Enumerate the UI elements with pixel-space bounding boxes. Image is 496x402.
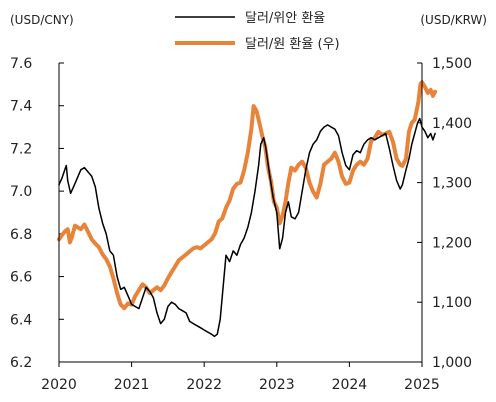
left-tick-label: 7.6: [10, 56, 32, 72]
left-tick-label: 6.2: [10, 355, 32, 371]
right-tick-label: 1,300: [432, 176, 472, 192]
right-tick-label: 1,400: [432, 116, 472, 132]
right-axis-ticks: 1,500 1,400 1,300 1,200 1,100 1,000: [417, 56, 472, 371]
left-tick-label: 6.4: [10, 312, 32, 328]
legend-label-cny: 달러/위안 환율: [245, 11, 325, 26]
right-axis-unit-label: (USD/KRW): [420, 13, 487, 27]
plot-frame: [58, 63, 423, 363]
usd-krw-series-line: [57, 80, 438, 311]
x-tick-label: 2024: [332, 377, 368, 393]
x-tick-label: 2025: [404, 377, 440, 393]
series-lines: [57, 80, 438, 338]
x-tick-label: 2020: [41, 377, 77, 393]
legend-label-krw: 달러/원 환율 (우): [245, 37, 340, 52]
chart-legend: 달러/위안 환율 달러/원 환율 (우): [175, 11, 340, 52]
x-tick-label: 2022: [186, 377, 222, 393]
left-tick-label: 7.2: [10, 141, 32, 157]
x-tick-label: 2023: [259, 377, 295, 393]
left-axis-unit-label: (USD/CNY): [10, 13, 74, 27]
right-tick-label: 1,100: [432, 295, 472, 311]
right-tick-label: 1,500: [432, 56, 472, 72]
usd-cny-series-line: [58, 117, 436, 338]
x-tick-label: 2021: [114, 377, 150, 393]
left-tick-label: 7.0: [10, 184, 32, 200]
right-tick-label: 1,000: [432, 355, 472, 371]
right-tick-label: 1,200: [432, 235, 472, 251]
left-tick-label: 6.8: [10, 227, 32, 243]
left-tick-label: 6.6: [10, 270, 32, 286]
left-tick-label: 7.4: [10, 99, 32, 115]
x-axis-ticks: 2020 2021 2022 2023 2024 2025: [41, 362, 440, 393]
left-axis-ticks: 7.6 7.4 7.2 7.0 6.8 6.6 6.4 6.2: [10, 56, 64, 371]
